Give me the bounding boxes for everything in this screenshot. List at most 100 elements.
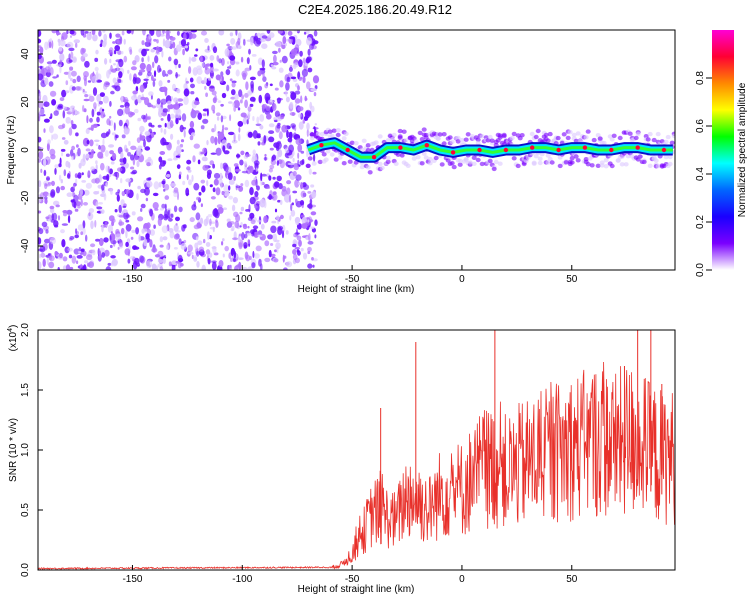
noise-blob [224,127,229,131]
noise-blob [162,257,166,264]
noise-blob [250,219,256,225]
noise-blob [228,185,231,191]
noise-blob [116,172,120,178]
noise-blob [117,79,122,83]
ridge-peak [477,147,482,153]
noise-blob [147,71,152,77]
band-halo [441,141,447,146]
noise-blob [169,183,177,187]
noise-blob [314,234,317,239]
noise-blob [153,38,157,42]
noise-blob [88,208,95,214]
noise-blob [147,55,150,62]
noise-blob [58,46,63,52]
noise-blob [281,230,285,239]
noise-blob [310,226,315,230]
noise-blob [125,224,132,232]
noise-blob [301,222,307,228]
noise-blob [59,39,66,47]
colorbar-tick-label: 0.6 [695,119,706,133]
noise-blob [305,57,311,64]
noise-blob [247,225,250,229]
noise-blob [298,239,302,247]
noise-blob [261,104,268,109]
band-halo [543,132,549,138]
noise-blob [98,202,103,205]
snr-y-multiplier: (x104) [7,325,19,352]
noise-blob [122,209,128,214]
noise-blob [38,101,44,109]
noise-blob [288,144,294,153]
noise-blob [195,236,199,241]
noise-blob [156,39,159,44]
band-halo [423,155,429,160]
noise-blob [117,167,123,172]
noise-blob [202,164,209,171]
band-halo [335,132,341,138]
noise-blob [143,139,146,148]
noise-blob [292,63,297,70]
spectrogram-x-tick-label: 0 [459,274,465,285]
noise-blob [182,224,187,229]
noise-blob [90,220,94,230]
noise-blob [226,43,230,47]
noise-blob [246,57,250,65]
noise-blob [211,261,217,270]
noise-blob [234,265,239,270]
noise-blob [75,111,80,115]
noise-blob [134,108,139,114]
noise-blob [172,83,176,91]
noise-blob [92,249,96,256]
band-halo [467,160,473,165]
noise-blob [112,41,116,44]
noise-blob [96,206,103,210]
noise-blob [196,68,203,75]
noise-blob [92,87,98,96]
spectrogram-y-tick-label: 0 [20,147,31,153]
spectrogram-y-tick-label: 40 [20,48,31,60]
noise-blob [256,185,260,191]
noise-blob [39,245,46,253]
noise-blob [68,53,71,60]
noise-blob [80,198,83,207]
band-halo [523,158,529,164]
noise-blob [39,108,45,116]
noise-blob [227,61,230,65]
noise-blob [159,151,166,155]
noise-blob [162,236,168,241]
noise-blob [310,88,317,92]
noise-blob [167,69,173,75]
noise-blob [170,96,173,100]
noise-blob [108,215,115,222]
noise-blob [214,136,218,146]
noise-blob [80,231,84,236]
noise-blob [128,140,131,146]
noise-blob [154,208,159,211]
noise-blob [44,41,49,51]
band-halo [533,134,539,140]
noise-blob [200,179,206,184]
colorbar-label: Normalized spectral amplitude [737,82,748,217]
band-halo [335,128,341,133]
noise-blob [138,234,141,242]
noise-blob [268,175,272,181]
noise-blob [169,231,175,239]
noise-blob [300,95,303,104]
band-halo [359,164,365,170]
noise-blob [83,189,90,196]
noise-blob [101,184,105,191]
noise-blob [162,108,168,113]
noise-blob [46,177,50,181]
noise-blob [235,69,240,77]
noise-blob [175,155,180,158]
noise-blob [67,215,71,224]
noise-blob [89,117,93,123]
noise-blob [278,131,283,140]
noise-blob [146,63,152,73]
noise-blob [110,231,113,234]
noise-blob [134,246,140,250]
band-halo [457,158,463,164]
noise-blob [180,39,187,47]
noise-blob [307,263,313,269]
noise-blob [86,115,89,124]
